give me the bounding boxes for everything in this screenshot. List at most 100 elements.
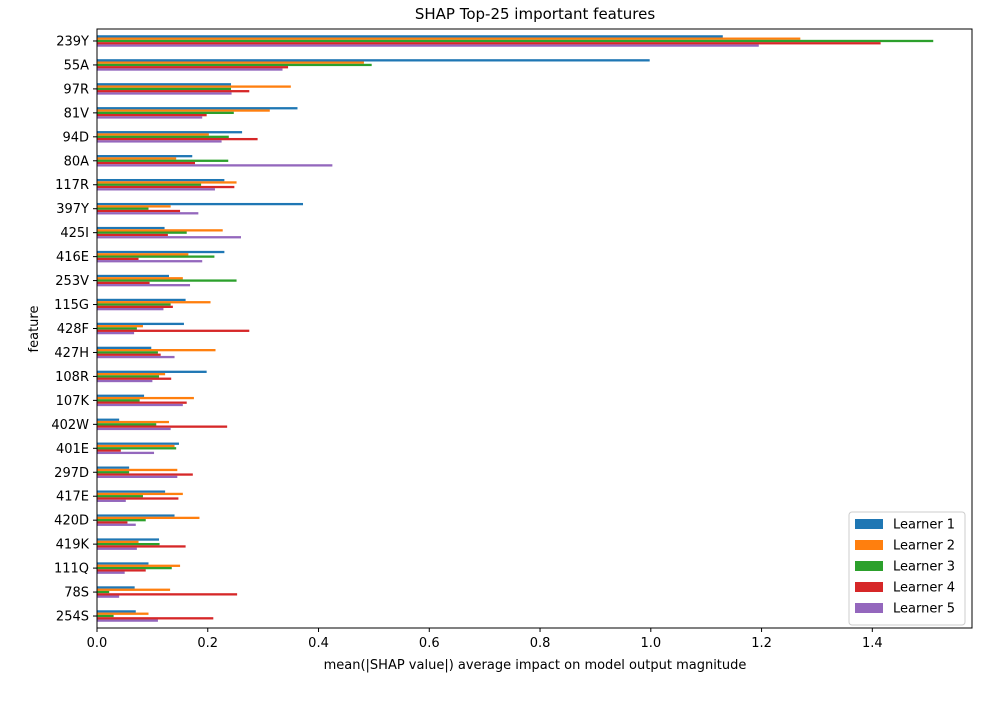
y-tick-label: 117R xyxy=(55,178,89,193)
x-tick-label: 0.2 xyxy=(197,636,218,651)
bar-297D-learner-2 xyxy=(97,468,178,472)
bar-402W-learner-1 xyxy=(97,418,120,421)
bar-117R-learner-1 xyxy=(97,178,225,182)
bar-117R-learner-3 xyxy=(97,183,202,186)
bar-107K-learner-2 xyxy=(97,396,194,400)
bar-420D-learner-3 xyxy=(97,519,146,522)
y-tick-label: 55A xyxy=(64,58,90,73)
bar-239Y-learner-3 xyxy=(97,39,934,43)
bar-108R-learner-5 xyxy=(97,379,153,383)
bar-402W-learner-2 xyxy=(97,420,169,424)
x-tick-label: 1.4 xyxy=(862,636,883,651)
bar-55A-learner-4 xyxy=(97,66,289,69)
bar-401E-learner-2 xyxy=(97,444,175,448)
bar-97R-learner-1 xyxy=(97,83,232,86)
bar-419K-learner-1 xyxy=(97,538,160,541)
bar-428F-learner-5 xyxy=(97,331,135,335)
bar-239Y-learner-1 xyxy=(97,35,723,38)
y-tick-label: 108R xyxy=(55,370,89,385)
bar-402W-learner-3 xyxy=(97,423,157,426)
legend-label-learner-1: Learner 1 xyxy=(893,518,955,533)
bar-111Q-learner-1 xyxy=(97,562,149,565)
bar-115G-learner-4 xyxy=(97,305,173,308)
y-tick-label: 297D xyxy=(54,466,89,481)
bar-402W-learner-5 xyxy=(97,427,171,431)
bar-416E-learner-1 xyxy=(97,250,225,254)
bar-111Q-learner-5 xyxy=(97,571,125,574)
y-tick-label: 78S xyxy=(64,586,89,601)
bar-239Y-learner-5 xyxy=(97,44,759,47)
bar-419K-learner-5 xyxy=(97,547,137,550)
y-tick-label: 402W xyxy=(51,418,89,433)
bar-94D-learner-1 xyxy=(97,131,243,134)
bar-254S-learner-5 xyxy=(97,619,158,622)
bar-55A-learner-2 xyxy=(97,61,364,64)
bar-425I-learner-5 xyxy=(97,236,241,239)
bar-420D-learner-1 xyxy=(97,514,175,517)
bars-layer xyxy=(97,35,934,622)
y-tick-label: 254S xyxy=(56,610,89,625)
bar-94D-learner-2 xyxy=(97,133,209,136)
y-tick-label: 401E xyxy=(56,442,89,457)
y-tick-label: 425I xyxy=(60,226,89,241)
x-tick-label: 1.2 xyxy=(751,636,772,651)
bar-427H-learner-5 xyxy=(97,355,175,359)
bar-81V-learner-2 xyxy=(97,109,270,112)
y-tick-label: 428F xyxy=(57,322,89,337)
bar-254S-learner-3 xyxy=(97,614,114,618)
bar-97R-learner-3 xyxy=(97,87,232,91)
bar-397Y-learner-1 xyxy=(97,202,304,206)
legend-swatch-learner-2 xyxy=(855,540,883,550)
bar-397Y-learner-5 xyxy=(97,212,199,215)
bar-107K-learner-5 xyxy=(97,403,183,407)
legend-label-learner-5: Learner 5 xyxy=(893,602,955,617)
bar-97R-learner-4 xyxy=(97,90,250,93)
y-tick-label: 111Q xyxy=(54,562,89,577)
bar-80A-learner-5 xyxy=(97,164,333,167)
bar-107K-learner-3 xyxy=(97,399,140,402)
bar-401E-learner-3 xyxy=(97,447,177,450)
bar-80A-learner-1 xyxy=(97,155,193,158)
bar-253V-learner-4 xyxy=(97,281,150,285)
bar-297D-learner-3 xyxy=(97,471,130,474)
bar-297D-learner-5 xyxy=(97,475,178,479)
legend-label-learner-2: Learner 2 xyxy=(893,539,955,554)
y-axis: 239Y 55A 97R 81V 94D 80A 117R 397Y 425I 416E 253V 1… xyxy=(51,34,97,625)
bar-115G-learner-2 xyxy=(97,301,211,304)
bar-55A-learner-3 xyxy=(97,63,372,67)
bar-254S-learner-2 xyxy=(97,612,149,615)
y-tick-label: 417E xyxy=(56,490,89,505)
bar-94D-learner-5 xyxy=(97,140,222,143)
bar-402W-learner-4 xyxy=(97,425,228,428)
bar-81V-learner-5 xyxy=(97,116,203,119)
x-tick-label: 0.8 xyxy=(530,636,551,651)
bar-111Q-learner-2 xyxy=(97,564,181,567)
bar-419K-learner-3 xyxy=(97,542,160,546)
bar-117R-learner-4 xyxy=(97,185,235,189)
bar-78S-learner-5 xyxy=(97,595,120,598)
legend: Learner 1 Learner 2 Learner 3 Learner 4 Lear… xyxy=(848,511,966,626)
chart-title: SHAP Top-25 important features xyxy=(415,5,655,23)
bar-417E-learner-3 xyxy=(97,495,143,498)
y-tick-label: 115G xyxy=(54,298,89,313)
y-tick-label: 94D xyxy=(62,130,89,145)
bar-78S-learner-1 xyxy=(97,586,135,589)
bar-420D-learner-4 xyxy=(97,521,128,524)
x-tick-label: 0.6 xyxy=(419,636,440,651)
y-tick-label: 80A xyxy=(64,154,90,169)
bar-419K-learner-4 xyxy=(97,545,186,548)
x-tick-label: 0.0 xyxy=(87,636,108,651)
legend-swatch-learner-5 xyxy=(855,603,883,613)
bar-428F-learner-3 xyxy=(97,327,137,330)
bar-427H-learner-2 xyxy=(97,349,216,352)
bar-111Q-learner-3 xyxy=(97,566,172,570)
bar-108R-learner-1 xyxy=(97,370,207,373)
bar-107K-learner-4 xyxy=(97,401,187,404)
bar-419K-learner-2 xyxy=(97,540,139,543)
bar-401E-learner-5 xyxy=(97,451,155,455)
bar-97R-learner-5 xyxy=(97,92,232,95)
legend-label-learner-4: Learner 4 xyxy=(893,581,955,596)
y-tick-label: 420D xyxy=(54,514,89,529)
